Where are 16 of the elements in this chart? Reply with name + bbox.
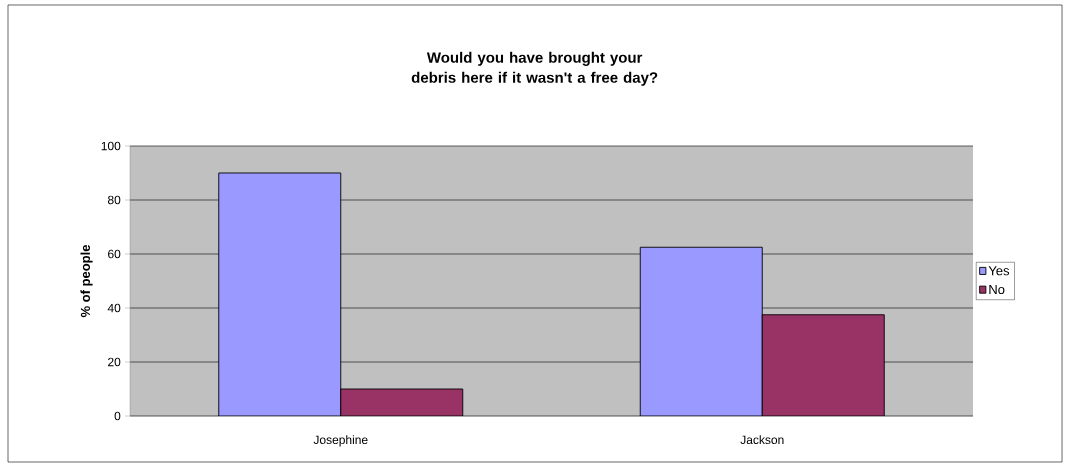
bar <box>639 246 763 416</box>
x-tick-label: Jackson <box>740 435 784 445</box>
legend-label: Yes <box>988 266 1010 276</box>
bar <box>340 388 464 416</box>
chart-title: Would you have brought your debris here if it wasn't a free day? <box>411 51 658 86</box>
y-tick-label: 100 <box>101 141 121 151</box>
y-tick-label: 0 <box>114 411 121 421</box>
y-axis-title: % of people <box>80 244 93 318</box>
y-tick-label: 80 <box>107 195 121 205</box>
bar <box>218 172 342 416</box>
legend-label: No <box>989 285 1005 295</box>
y-tick-label: 60 <box>108 249 121 259</box>
y-tick-label: 20 <box>108 357 121 367</box>
y-tick-label: 40 <box>107 303 121 313</box>
x-tick-label: Josephine <box>313 435 368 447</box>
bar <box>761 314 885 416</box>
